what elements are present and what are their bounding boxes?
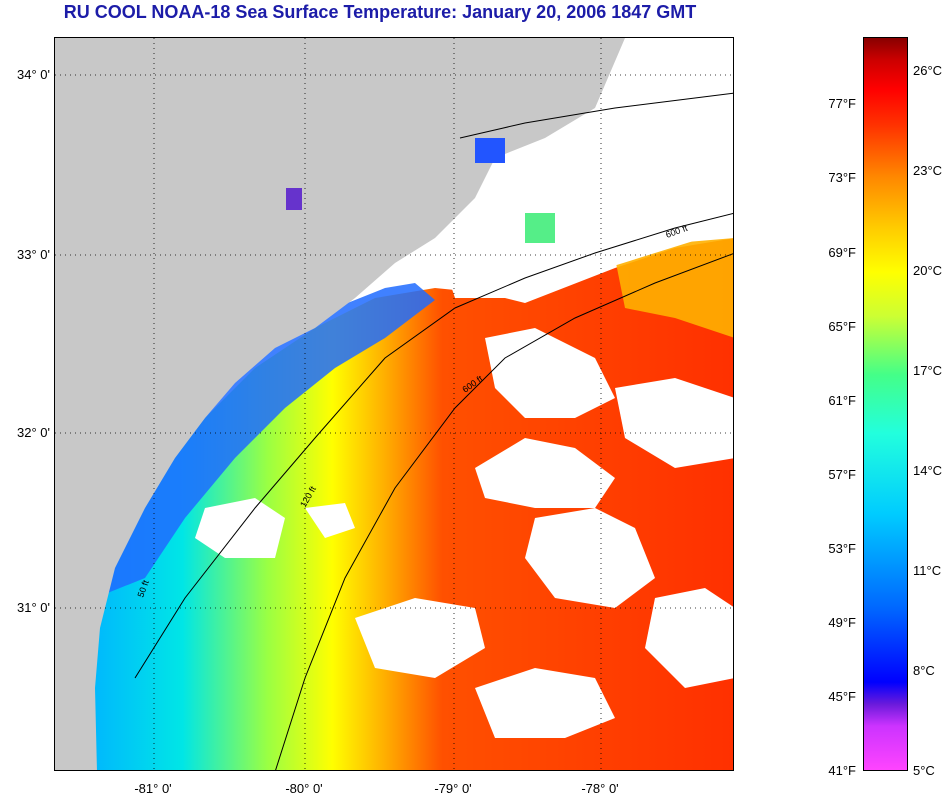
fahrenheit-label: 57°F (828, 467, 856, 482)
celsius-label: 8°C (913, 663, 935, 678)
isobath-120ft (134, 212, 733, 679)
cold-spot (286, 188, 302, 210)
sst-nearshore-blue (95, 283, 435, 598)
sst-map-canvas: 50 ft 120 ft 600 ft 600 ft (55, 38, 733, 770)
longitude-label: -79° 0' (434, 781, 472, 796)
land-mass (55, 38, 625, 770)
sst-offshore-orange (615, 238, 733, 338)
cold-spot (475, 138, 505, 163)
latitude-label: 33° 0' (17, 247, 50, 262)
fahrenheit-label: 41°F (828, 763, 856, 778)
temperature-colorbar (863, 37, 908, 771)
longitude-label: -78° 0' (581, 781, 619, 796)
celsius-label: 26°C (913, 63, 943, 78)
longitude-label: -80° 0' (285, 781, 323, 796)
fahrenheit-label: 69°F (828, 245, 856, 260)
fahrenheit-label: 65°F (828, 319, 856, 334)
celsius-label: 14°C (913, 463, 943, 478)
longitude-label: -81° 0' (134, 781, 172, 796)
latitude-label: 32° 0' (17, 425, 50, 440)
fahrenheit-label: 77°F (828, 96, 856, 111)
fahrenheit-label: 61°F (828, 393, 856, 408)
celsius-label: 20°C (913, 263, 943, 278)
map-title: RU COOL NOAA-18 Sea Surface Temperature:… (63, 2, 697, 22)
latitude-label: 31° 0' (17, 600, 50, 615)
isobath-50ft (459, 92, 733, 139)
warm-spot (525, 213, 555, 243)
celsius-label: 23°C (913, 163, 943, 178)
fahrenheit-label: 53°F (828, 541, 856, 556)
latitude-label: 34° 0' (17, 67, 50, 82)
celsius-label: 17°C (913, 363, 943, 378)
isobath-600ft (275, 253, 733, 770)
fahrenheit-label: 45°F (828, 689, 856, 704)
sst-map[interactable]: 50 ft 120 ft 600 ft 600 ft (54, 37, 734, 771)
fahrenheit-label: 73°F (828, 170, 856, 185)
celsius-label: 11°C (913, 563, 942, 578)
fahrenheit-label: 49°F (828, 615, 856, 630)
celsius-label: 5°C (913, 763, 935, 778)
graticule (55, 38, 733, 770)
